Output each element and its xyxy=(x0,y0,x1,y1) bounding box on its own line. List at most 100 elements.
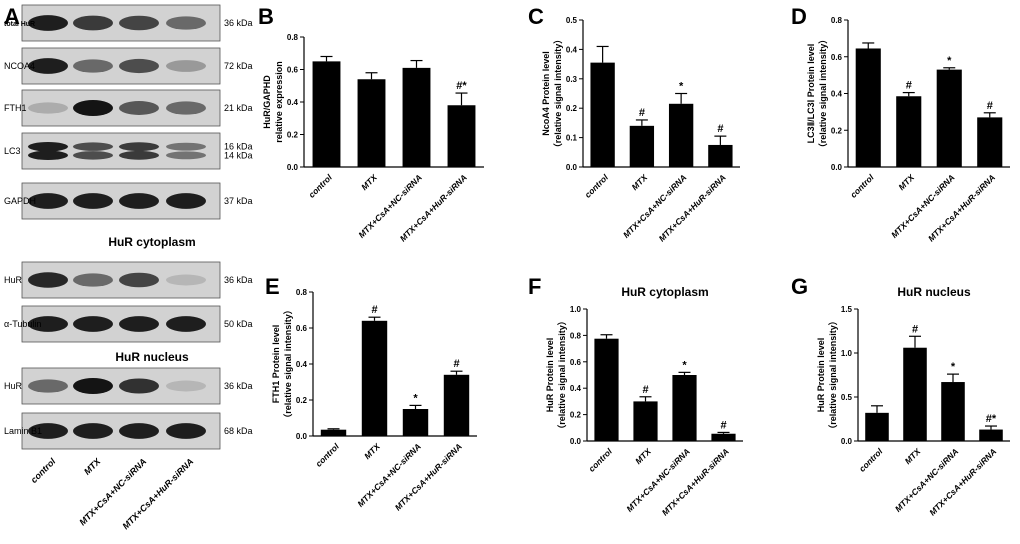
bar xyxy=(708,144,733,167)
blot-size: 36 kDa xyxy=(224,18,253,28)
blot-band xyxy=(28,142,68,152)
y-tick-label: 0.5 xyxy=(566,16,578,25)
bar xyxy=(865,412,889,441)
y-axis-label-secondary: （relative signal intensity） xyxy=(553,35,563,153)
y-axis-label: LC3Ⅱ/LC3Ⅰ Protein level xyxy=(806,44,816,144)
x-category-label: MTX+CsA+NC-siRNA xyxy=(893,446,961,514)
bar xyxy=(361,320,388,436)
y-axis-label: HuR Protein level xyxy=(545,338,555,413)
significance-mark: # xyxy=(639,107,645,119)
blot-band xyxy=(119,101,159,115)
significance-mark: * xyxy=(682,359,687,371)
y-tick-label: 0.6 xyxy=(287,66,299,75)
y-tick-label: 0.1 xyxy=(566,134,578,143)
blot-strip: Lamin B1 68 kDa xyxy=(4,412,253,450)
blot-band xyxy=(119,150,159,160)
x-category-label: control xyxy=(857,446,885,474)
chart-c: C 0.0 0.1 0.2 0.3 0.4 0.5 NcoA4 Protein level （r… xyxy=(528,4,740,244)
y-tick-label: 0.2 xyxy=(287,131,299,140)
bar xyxy=(312,61,341,167)
bar xyxy=(594,338,619,441)
y-tick-label: 0.4 xyxy=(287,98,299,107)
blot-label: HuR xyxy=(4,275,23,285)
y-tick-label: 1.0 xyxy=(841,349,853,358)
blot-band xyxy=(28,272,68,288)
y-tick-label: 0.8 xyxy=(570,331,582,340)
blot-band xyxy=(28,379,68,393)
blot-band xyxy=(166,60,206,72)
blot-label: α-Tubulin xyxy=(4,319,41,329)
significance-mark: # xyxy=(906,80,912,92)
y-tick-label: 0.5 xyxy=(841,393,853,402)
x-category-label: MTX+CsA+HuR-siRNA xyxy=(393,441,464,512)
panel-label: G xyxy=(791,274,808,299)
blot-size: 37 kDa xyxy=(224,196,253,206)
panel-label: D xyxy=(791,4,807,29)
blot-size: 50 kDa xyxy=(224,319,253,329)
panel-label: B xyxy=(258,4,274,29)
blot-band xyxy=(28,58,68,74)
blot-band xyxy=(73,378,113,394)
blot-size: 36 kDa xyxy=(224,381,253,391)
blot-background xyxy=(21,132,221,170)
y-axis-label-secondary: （relative signal intensity） xyxy=(283,305,293,423)
blot-band xyxy=(73,316,113,332)
blot-band xyxy=(166,274,206,286)
blot-size: 16 kDa xyxy=(224,142,253,152)
blot-band xyxy=(166,193,206,209)
blot-band xyxy=(28,316,68,332)
significance-mark: # xyxy=(912,323,918,335)
x-category-label: MTX xyxy=(362,440,383,461)
y-tick-label: 0.4 xyxy=(831,90,843,99)
blot-band xyxy=(28,15,68,31)
chart-title: HuR cytoplasm xyxy=(621,285,708,299)
blot-strip: GAPDH 37 kDa xyxy=(4,182,253,220)
y-tick-label: 0.6 xyxy=(570,358,582,367)
y-tick-label: 0.2 xyxy=(296,396,308,405)
blot-strip: HuR 36 kDa xyxy=(4,367,253,405)
y-axis-label: HuR Protein level xyxy=(816,338,826,413)
bar xyxy=(855,48,881,168)
panel-label: C xyxy=(528,4,544,29)
y-tick-label: 0.2 xyxy=(831,126,843,135)
blot-band xyxy=(166,16,206,30)
y-tick-label: 0.0 xyxy=(287,163,299,172)
bar xyxy=(357,79,386,167)
bar xyxy=(936,69,962,167)
blot-band xyxy=(119,15,159,31)
blot-band xyxy=(166,101,206,115)
blot-band xyxy=(28,150,68,160)
blot-band xyxy=(166,151,206,160)
y-axis-label-secondary: （relative signal intensity） xyxy=(818,35,828,153)
blot-label: Lamin B1 xyxy=(4,426,42,436)
panel-label-a: A xyxy=(4,4,20,29)
y-tick-label: 0.8 xyxy=(296,288,308,297)
x-category-label: MTX+CsA+HuR-siRNA xyxy=(927,446,998,517)
x-category-label: MTX xyxy=(896,171,917,192)
significance-mark: * xyxy=(947,55,952,67)
x-category-label: control xyxy=(306,172,334,200)
y-axis-label-secondary: （relative signal intensity） xyxy=(557,316,567,434)
significance-mark: #* xyxy=(456,80,467,92)
significance-mark: # xyxy=(453,358,459,370)
blot-label: total HuR xyxy=(4,21,35,28)
y-tick-label: 0.0 xyxy=(841,437,853,446)
blot-strip: FTH1 21 kDa xyxy=(4,89,253,127)
x-category-label: control xyxy=(848,172,876,200)
blot-band xyxy=(28,193,68,209)
blot-size: 36 kDa xyxy=(224,275,253,285)
blot-band xyxy=(28,102,68,114)
bar xyxy=(977,117,1003,167)
blot-band xyxy=(119,272,159,288)
blot-label: NCOA4 xyxy=(4,61,35,71)
bar xyxy=(903,347,927,441)
y-tick-label: 0.6 xyxy=(831,53,843,62)
bar xyxy=(629,125,655,167)
blot-band xyxy=(73,151,113,160)
panel-label: E xyxy=(265,274,280,299)
chart-f: F HuR cytoplasm 0.0 0.2 0.4 0.6 0.8 1.0 HuR Prot… xyxy=(528,274,743,518)
blot-label: HuR xyxy=(4,381,23,391)
x-category-label: control xyxy=(313,441,341,469)
bar xyxy=(668,103,694,167)
